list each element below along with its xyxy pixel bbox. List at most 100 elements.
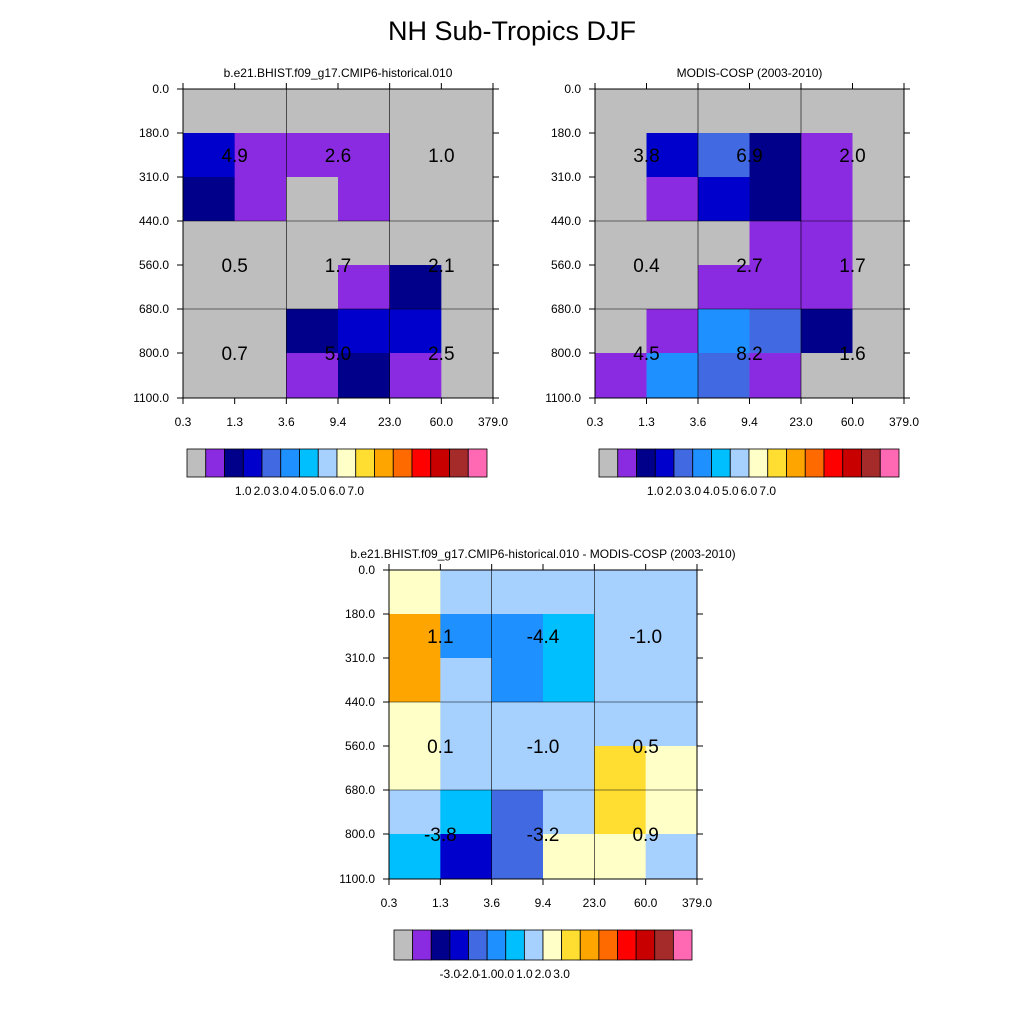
- heatmap-cell: [286, 353, 339, 399]
- heatmap-cell: [286, 265, 339, 310]
- heatmap-cell: [389, 702, 441, 747]
- colorbar-swatch: [823, 448, 844, 478]
- heatmap-cell: [595, 177, 647, 222]
- colorbar-swatch: [729, 448, 750, 478]
- x-tick-label: 9.4: [535, 896, 552, 910]
- figure-title: NH Sub-Tropics DJF: [387, 16, 637, 46]
- heatmap-cell: [595, 353, 647, 399]
- heatmap-cell: [698, 221, 750, 266]
- colorbar-swatch: [449, 448, 469, 478]
- colorbar-swatch: [393, 929, 414, 961]
- colorbar-swatch: [636, 448, 656, 478]
- colorbar-label: 4.0: [703, 484, 720, 498]
- colorbar-swatch: [449, 929, 469, 961]
- heatmap-cell: [595, 221, 647, 266]
- colorbar-swatch: [673, 448, 694, 478]
- heatmap-cell: [595, 89, 647, 134]
- colorbar-swatch: [430, 448, 450, 478]
- heatmap-cell: [183, 265, 236, 310]
- x-tick-label: 3.6: [690, 415, 707, 429]
- box-value-label: 0.7: [221, 344, 247, 365]
- colorbar-swatch: [672, 929, 693, 961]
- heatmap-cell: [338, 177, 391, 222]
- box-value-label: 1.6: [839, 344, 865, 365]
- colorbar-swatch: [224, 448, 244, 478]
- heatmap-cell: [801, 89, 853, 134]
- heatmap-cell: [491, 658, 544, 703]
- colorbar-label: 1.0: [235, 484, 252, 498]
- colorbar-swatch: [617, 448, 637, 478]
- colorbar-swatch: [392, 448, 413, 478]
- box-value-label: 0.4: [633, 256, 660, 277]
- heatmap-cell: [441, 353, 494, 399]
- box-value-label: 8.2: [736, 344, 762, 365]
- colorbar-swatch: [242, 448, 263, 478]
- heatmap-cell: [491, 790, 544, 835]
- colorbar-label: 6.0: [329, 484, 346, 498]
- heatmap-cell: [801, 133, 853, 178]
- heatmap-cell: [645, 746, 698, 791]
- x-tick-label: 60.0: [430, 415, 454, 429]
- heatmap-cell: [645, 614, 698, 659]
- y-tick-label: 0.0: [358, 563, 375, 577]
- heatmap-cell: [286, 89, 339, 134]
- panel-3-title: b.e21.BHIST.f09_g17.CMIP6-historical.010…: [350, 547, 735, 561]
- x-tick-label: 379.0: [889, 415, 919, 429]
- box-value-label: -3.2: [527, 825, 560, 846]
- x-tick-label: 0.3: [587, 415, 604, 429]
- y-tick-label: 0.0: [564, 82, 581, 96]
- heatmap-cell: [749, 265, 802, 310]
- colorbar-swatch: [523, 929, 544, 961]
- x-tick-label: 379.0: [682, 896, 712, 910]
- heatmap-cell: [286, 309, 339, 354]
- x-tick-label: 60.0: [841, 415, 865, 429]
- y-tick-label: 680.0: [139, 302, 169, 316]
- heatmap-cell: [543, 570, 595, 615]
- heatmap-cell: [749, 353, 802, 399]
- heatmap-cell: [389, 570, 441, 615]
- colorbar-swatch: [879, 448, 900, 478]
- colorbar-swatch: [411, 448, 432, 478]
- x-tick-label: 9.4: [330, 415, 347, 429]
- heatmap-cell: [698, 309, 750, 354]
- heatmap-cell: [852, 221, 905, 266]
- colorbar-swatch: [486, 929, 507, 961]
- x-tick-label: 3.6: [483, 896, 500, 910]
- heatmap-cell: [338, 89, 391, 134]
- box-value-label: 0.1: [427, 737, 453, 758]
- heatmap-cell: [594, 614, 647, 659]
- panel-1: b.e21.BHIST.f09_g17.CMIP6-historical.010…: [133, 66, 508, 498]
- heatmap-cell: [543, 790, 595, 835]
- box-value-label: -4.4: [527, 627, 560, 648]
- heatmap-cell: [852, 353, 905, 399]
- box-value-label: 2.5: [428, 344, 454, 365]
- box-value-label: 6.9: [736, 146, 762, 167]
- heatmap-cell: [389, 265, 442, 310]
- y-tick-label: 680.0: [551, 302, 581, 316]
- heatmap-cell: [440, 570, 493, 615]
- heatmap-cell: [441, 133, 494, 178]
- x-tick-label: 1.3: [638, 415, 655, 429]
- heatmap-cell: [543, 614, 595, 659]
- x-tick-label: 60.0: [634, 896, 658, 910]
- x-tick-label: 23.0: [583, 896, 607, 910]
- colorbar-label: 4.0: [291, 484, 308, 498]
- heatmap-cell: [646, 133, 699, 178]
- heatmap-cell: [698, 133, 750, 178]
- colorbar-label: -2.0: [458, 967, 479, 981]
- colorbar-swatch: [711, 448, 731, 478]
- colorbar-swatch: [767, 448, 787, 478]
- heatmap-cell: [594, 746, 647, 791]
- colorbar-swatch: [654, 929, 674, 961]
- heatmap-cell: [543, 702, 595, 747]
- heatmap-cell: [645, 658, 698, 703]
- y-tick-label: 180.0: [345, 607, 375, 621]
- box-value-label: 5.0: [325, 344, 351, 365]
- colorbar-label: 2.0: [535, 967, 552, 981]
- heatmap-cell: [441, 265, 494, 310]
- box-value-label: -1.0: [629, 627, 662, 648]
- heatmap-cell: [852, 89, 905, 134]
- y-tick-label: 310.0: [139, 170, 169, 184]
